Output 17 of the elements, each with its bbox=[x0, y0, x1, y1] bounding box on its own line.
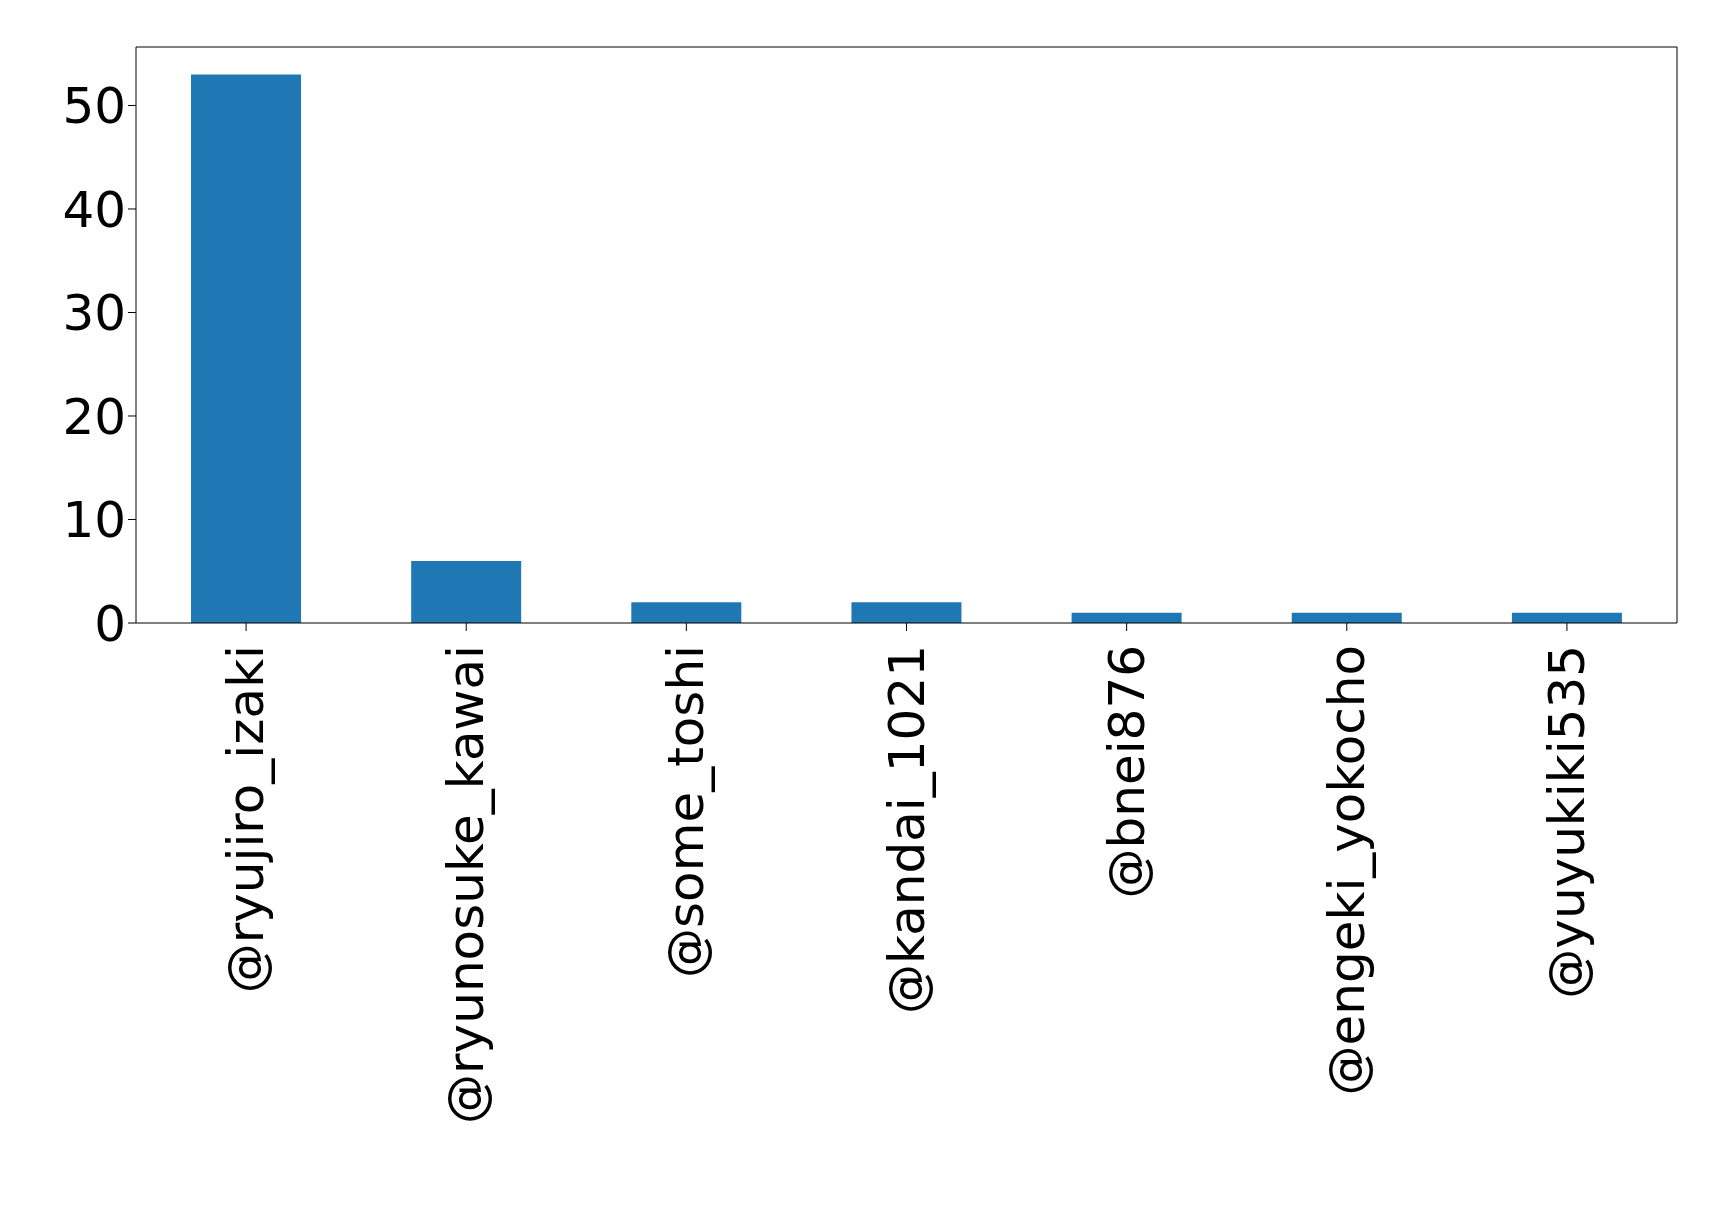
bar bbox=[851, 602, 962, 623]
y-tick-label: 40 bbox=[62, 180, 126, 239]
x-tick-label: @bnei876 bbox=[1097, 645, 1156, 899]
x-tick-label: @kandai_1021 bbox=[877, 645, 936, 1014]
bar bbox=[411, 560, 522, 623]
y-tick-label: 10 bbox=[62, 491, 126, 550]
x-tick-label: @yuyukiki535 bbox=[1537, 645, 1596, 999]
bar bbox=[631, 602, 742, 623]
y-tick-label: 0 bbox=[94, 594, 126, 653]
y-tick-label: 50 bbox=[62, 77, 126, 136]
bar bbox=[191, 74, 302, 623]
y-tick-label: 20 bbox=[62, 387, 126, 446]
y-tick-label: 30 bbox=[62, 284, 126, 343]
x-tick-label: @engeki_yokocho bbox=[1317, 645, 1376, 1096]
x-tick-label: @some_toshi bbox=[657, 645, 716, 978]
x-tick-label: @ryujiro_izaki bbox=[217, 645, 276, 994]
x-tick-label: @ryunosuke_kawai bbox=[437, 645, 496, 1124]
